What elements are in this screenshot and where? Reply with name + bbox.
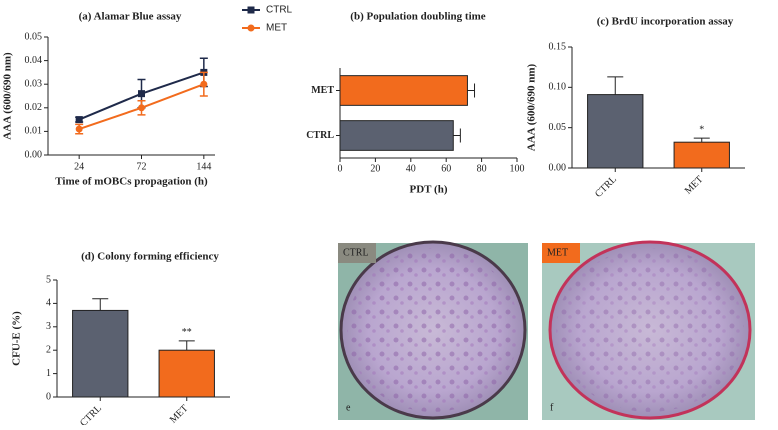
photo-e <box>338 240 528 420</box>
x-tick-label: 100 <box>510 163 525 174</box>
error-bar <box>693 137 710 143</box>
x-tick-label: 80 <box>477 163 487 174</box>
y-tick-label: 0.15 <box>549 41 567 52</box>
photo-label: CTRL <box>343 247 369 258</box>
x-tick-label: 60 <box>441 163 451 174</box>
error-bar <box>453 128 461 143</box>
significance: * <box>699 124 704 135</box>
error-bar <box>92 298 109 311</box>
y-tick-label: 0 <box>46 391 51 402</box>
photo-letter: e <box>346 402 351 413</box>
x-tick-label: MET <box>168 403 191 425</box>
x-tick-label: 24 <box>74 161 84 172</box>
photo-f <box>542 240 755 420</box>
x-tick-label: 0 <box>338 163 343 174</box>
error-bar <box>178 340 195 351</box>
x-tick-label: 20 <box>370 163 380 174</box>
y-tick-label: 0.00 <box>25 149 43 160</box>
marker <box>200 80 208 88</box>
chart-title: (c) BrdU incorporation assay <box>597 16 734 28</box>
y-tick-label: 0.01 <box>25 126 43 137</box>
y-tick-label: 0.04 <box>25 55 43 66</box>
bar <box>158 349 215 398</box>
x-tick-label: CTRL <box>593 174 619 200</box>
error-bar <box>607 76 624 95</box>
photo-label-box <box>338 243 376 263</box>
colonies <box>347 248 519 412</box>
y-tick-label: 0.05 <box>549 122 567 133</box>
significance: ** <box>182 327 192 338</box>
y-tick-label: 0.05 <box>25 31 43 42</box>
marker <box>75 125 83 133</box>
y-axis-label: AAA (600/690 nm) <box>526 63 538 151</box>
chart-title: (a) Alamar Blue assay <box>79 11 182 23</box>
error-bar <box>467 83 476 98</box>
x-axis-label: Time of mOBCs propagation (h) <box>55 176 208 188</box>
bar <box>673 141 730 169</box>
y-tick-label: 0.00 <box>549 162 567 173</box>
colonies <box>556 248 744 412</box>
y-tick-label: CTRL <box>306 130 334 141</box>
y-tick-label: 3 <box>46 321 51 332</box>
photo-label-box <box>542 243 580 263</box>
y-tick-label: MET <box>311 85 334 96</box>
y-tick-label: 4 <box>46 298 51 309</box>
legend-marker <box>247 24 255 32</box>
legend-label: CTRL <box>266 5 293 16</box>
y-axis-label: AAA (600/690 nm) <box>2 52 14 140</box>
bar <box>339 75 468 106</box>
x-tick-label: 40 <box>406 163 416 174</box>
x-tick-label: 144 <box>196 161 211 172</box>
y-tick-label: 1 <box>46 368 51 379</box>
photo-letter: f <box>550 402 554 413</box>
marker <box>138 104 145 112</box>
x-tick-label: 72 <box>137 161 147 172</box>
photo-label: MET <box>547 247 568 258</box>
y-tick-label: 5 <box>46 274 51 285</box>
y-tick-label: 0.10 <box>549 82 567 93</box>
y-axis-label: CFU-E (%) <box>11 311 23 366</box>
chart-title: (b) Population doubling time <box>350 11 486 23</box>
y-tick-label: 0.03 <box>25 78 43 89</box>
bar <box>72 309 129 398</box>
marker <box>75 116 83 124</box>
legend-marker <box>247 6 255 14</box>
y-tick-label: 2 <box>46 344 51 355</box>
bar <box>587 94 644 169</box>
x-tick-label: MET <box>683 174 706 197</box>
x-axis-label: PDT (h) <box>410 184 448 196</box>
x-tick-label: CTRL <box>78 403 104 425</box>
y-tick-label: 0.02 <box>25 102 43 113</box>
marker <box>138 90 145 98</box>
bar <box>339 120 454 151</box>
chart-title: (d) Colony forming efficiency <box>81 251 219 263</box>
legend-label: MET <box>266 23 287 34</box>
